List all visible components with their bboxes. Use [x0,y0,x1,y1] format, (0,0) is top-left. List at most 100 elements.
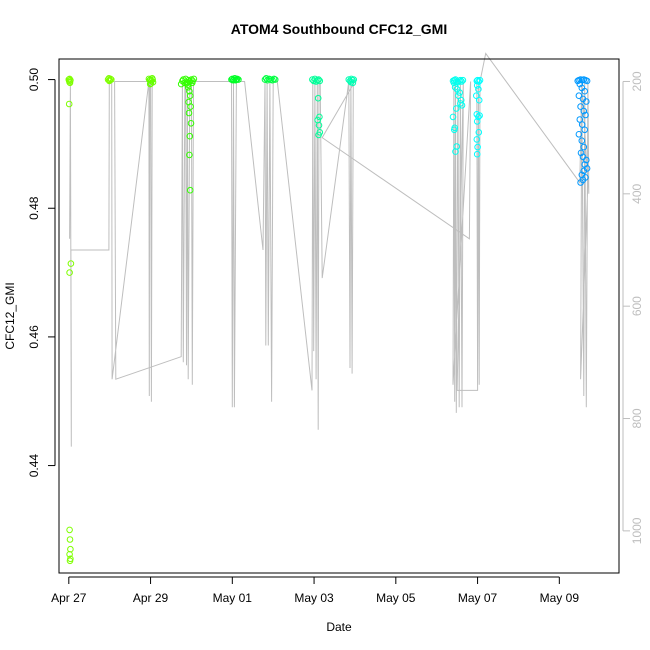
data-point [187,103,194,110]
data-point [457,100,464,107]
data-point [316,113,323,121]
data-point [269,76,276,84]
y-axis-label: CFC12_GMI [3,282,17,349]
x-tick-label: Apr 29 [133,591,169,605]
y-tick-label: 0.48 [27,196,41,220]
data-point [459,76,467,84]
data-point [576,80,584,88]
data-point [65,100,73,108]
y2-tick-label: 800 [630,408,644,428]
data-point [66,79,74,87]
y2-tick-label: 400 [630,183,644,203]
data-point [316,77,324,85]
pressure-trace-line [69,52,590,447]
data-point [473,82,481,89]
data-point [186,151,193,159]
x-tick-label: May 09 [540,591,580,605]
data-point [475,113,482,121]
data-point [451,84,459,91]
data-point [475,85,482,93]
series-1 [104,75,115,85]
data-point [580,143,588,151]
data-point [473,150,481,158]
data-point [582,111,589,119]
chart-title: ATOM4 Southbound CFC12_GMI [231,21,447,37]
y2-tick-label: 1000 [630,517,644,544]
data-point [66,557,74,565]
data-point [262,75,270,82]
data-point [66,536,74,543]
data-point [583,156,590,164]
data-point [66,75,73,83]
data-point [149,76,156,83]
data-point [184,84,192,91]
data-point [578,137,586,144]
data-point [451,126,458,134]
series-4 [228,75,242,84]
series-5 [261,75,279,84]
pressure-trace-layer [69,52,590,447]
data-point [315,76,322,83]
data-point [473,118,481,125]
series-7 [345,75,358,87]
data-point [449,113,457,121]
data-point [271,76,279,83]
data-point [315,122,323,129]
data-point [575,131,583,138]
x-tick-label: Apr 27 [51,591,87,605]
data-point [66,526,73,534]
data-point [456,89,463,96]
data-point [576,116,584,123]
series-0 [65,75,75,565]
y2-axis: 200 400 600 800 1000 [622,71,644,544]
data-point [473,92,480,99]
series-6 [309,75,324,139]
data-point [475,129,483,136]
x-tick-label: May 01 [213,591,253,605]
data-point [185,109,193,117]
data-points-layer [65,75,591,565]
series-10 [574,76,591,186]
data-point [186,186,194,194]
series-2 [145,75,157,88]
x-tick-label: May 07 [458,591,498,605]
data-point [581,87,589,95]
data-point [147,80,155,87]
data-point [190,75,198,83]
data-point [232,76,239,84]
y2-tick-label: 600 [630,296,644,316]
plot-frame [58,58,620,574]
data-point [66,551,73,558]
y2-tick-label: 200 [630,71,644,91]
data-point [577,103,584,110]
data-point [475,96,483,104]
data-point [106,77,113,85]
data-point [67,260,75,267]
x-axis: Apr 27 Apr 29 May 01 May 03 May 05 May 07 May … [51,576,580,605]
data-point [187,120,195,127]
x-tick-label: May 03 [294,591,334,605]
data-point [577,179,584,186]
data-point [66,269,73,276]
data-point [583,98,590,105]
data-point [583,77,591,85]
data-point [581,126,589,134]
data-point [452,148,459,155]
data-point [473,136,481,143]
data-point [458,78,465,85]
data-point [186,132,194,140]
data-point [457,76,464,84]
data-point [235,76,242,83]
data-point [186,87,193,95]
x-axis-label: Date [326,620,352,634]
y-tick-label: 0.46 [27,325,41,349]
y-axis: 0.44 0.46 0.48 0.50 [27,68,56,477]
data-point [476,112,483,119]
data-point [184,81,192,88]
data-point [264,76,271,84]
x-tick-label: May 05 [376,591,416,605]
data-point [450,79,458,87]
data-point [349,79,357,87]
data-point [67,76,74,84]
data-point [578,121,586,128]
